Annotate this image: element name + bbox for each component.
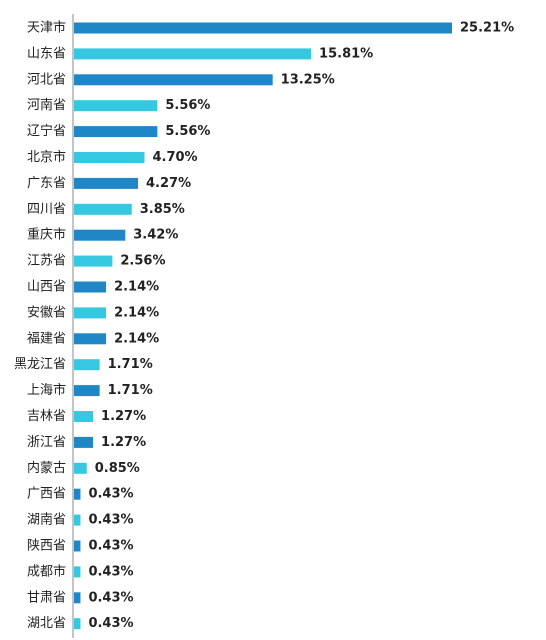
- category-label: 湖北省: [27, 616, 66, 631]
- value-labels-group: 25.21% 15.81% 13.25% 5.56% 5.56% 4.70% 4.27% 3.…: [88, 21, 514, 632]
- bar: [74, 488, 81, 500]
- category-label: 辽宁省: [27, 123, 66, 139]
- category-label: 北京市: [27, 149, 66, 165]
- bar: [74, 514, 81, 526]
- bar: [74, 48, 312, 60]
- category-label: 湖南省: [27, 512, 66, 528]
- bar: [74, 74, 273, 86]
- category-labels-group: 天津市山东省河北省河南省辽宁省北京市广东省四川省重庆市江苏省山西省安徽省福建省黑…: [14, 20, 66, 632]
- value-label: 1.27%: [101, 409, 146, 424]
- category-label: 天津市: [27, 20, 66, 36]
- value-label: 15.81%: [319, 46, 373, 61]
- bar: [74, 462, 87, 474]
- value-label: 0.43%: [88, 539, 133, 554]
- value-label: 2.14%: [114, 305, 159, 320]
- category-label: 广东省: [27, 176, 66, 191]
- bar: [74, 592, 81, 604]
- category-label: 福建省: [27, 331, 66, 346]
- value-label: 2.14%: [114, 280, 159, 295]
- value-label: 1.71%: [108, 357, 153, 372]
- bar: [74, 307, 107, 319]
- bars-group: [74, 22, 452, 630]
- bar: [74, 255, 113, 267]
- value-label: 0.43%: [88, 487, 133, 502]
- value-label: 0.85%: [95, 461, 140, 476]
- value-label: 3.42%: [133, 228, 178, 243]
- category-label: 上海市: [27, 382, 66, 398]
- value-label: 13.25%: [281, 72, 335, 87]
- category-label: 山东省: [27, 46, 66, 61]
- bar: [74, 177, 139, 189]
- value-label: 0.43%: [88, 564, 133, 579]
- bar: [74, 540, 81, 552]
- value-label: 0.43%: [88, 513, 133, 528]
- category-label: 浙江省: [27, 435, 66, 450]
- bar: [74, 359, 100, 371]
- bar: [74, 385, 100, 397]
- category-label: 山西省: [27, 280, 66, 295]
- bar: [74, 152, 145, 163]
- bar: [74, 100, 158, 112]
- value-label: 5.56%: [165, 98, 210, 113]
- category-label: 四川省: [27, 202, 66, 217]
- value-label: 5.56%: [165, 124, 210, 139]
- value-label: 2.14%: [114, 331, 159, 346]
- category-label: 甘肃省: [27, 590, 66, 605]
- bar: [74, 566, 81, 578]
- bar: [74, 229, 126, 241]
- value-label: 3.85%: [140, 202, 185, 217]
- value-label: 0.43%: [88, 616, 133, 631]
- category-label: 黑龙江省: [14, 357, 66, 372]
- bar: [74, 281, 107, 293]
- bar: [74, 618, 81, 630]
- category-label: 河北省: [27, 72, 66, 87]
- category-label: 内蒙古: [27, 460, 66, 476]
- bar: [74, 411, 94, 422]
- value-label: 4.27%: [146, 176, 191, 191]
- category-label: 吉林省: [27, 409, 66, 424]
- category-label: 重庆市: [27, 227, 66, 243]
- bar: [74, 126, 158, 138]
- value-label: 1.27%: [101, 435, 146, 450]
- category-label: 广西省: [27, 487, 66, 502]
- value-label: 0.43%: [88, 590, 133, 605]
- category-label: 陕西省: [27, 539, 66, 554]
- value-label: 2.56%: [120, 254, 165, 269]
- value-label: 1.71%: [108, 383, 153, 398]
- category-label: 江苏省: [27, 253, 66, 269]
- bar: [74, 203, 132, 215]
- bar: [74, 436, 94, 448]
- bar: [74, 333, 107, 345]
- category-label: 河南省: [27, 97, 66, 113]
- value-label: 25.21%: [460, 21, 514, 36]
- value-label: 4.70%: [152, 150, 197, 165]
- bar: [74, 22, 452, 34]
- category-label: 成都市: [27, 563, 66, 579]
- category-label: 安徽省: [27, 305, 66, 320]
